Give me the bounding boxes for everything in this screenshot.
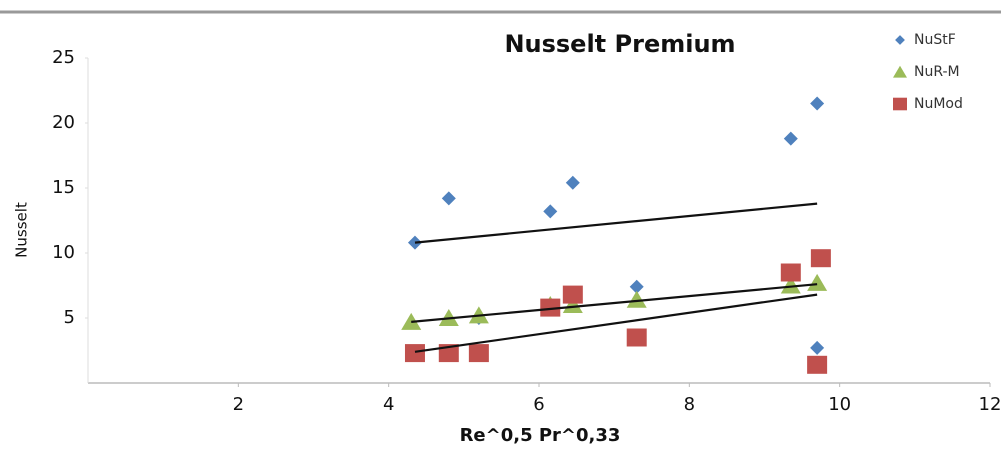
legend-marker	[893, 66, 907, 78]
point	[810, 341, 824, 355]
x-tick-label: 8	[684, 394, 695, 415]
point	[784, 132, 798, 146]
y-tick-label: 5	[64, 307, 75, 328]
y-tick-label: 10	[52, 242, 75, 263]
point	[811, 249, 831, 267]
point	[469, 344, 489, 362]
point	[442, 191, 456, 205]
y-tick-label: 15	[52, 177, 75, 198]
legend-label: NuStF	[914, 32, 956, 48]
point	[405, 344, 425, 362]
x-tick-label: 6	[533, 394, 544, 415]
x-tick-label: 10	[828, 394, 851, 415]
x-tick-label: 4	[383, 394, 394, 415]
point	[627, 329, 647, 347]
chart: Nusselt Premium Re^0,5 Pr^0,33 Nusselt 5…	[0, 0, 1001, 450]
legend-label: NuMod	[914, 96, 963, 112]
point	[807, 274, 827, 291]
x-tick-label: 2	[233, 394, 244, 415]
point	[810, 97, 824, 111]
point	[543, 204, 557, 218]
trendline	[415, 204, 817, 243]
x-tick-label: 12	[979, 394, 1001, 415]
legend-label: NuR-M	[914, 64, 960, 80]
point	[807, 356, 827, 374]
legend-marker	[893, 98, 907, 111]
point	[566, 176, 580, 190]
y-axis-label: Nusselt	[13, 202, 31, 258]
y-tick-label: 25	[52, 47, 75, 68]
point	[781, 264, 801, 282]
x-axis-label: Re^0,5 Pr^0,33	[460, 425, 621, 446]
chart-title: Nusselt Premium	[504, 30, 735, 58]
point	[563, 286, 583, 304]
y-tick-label: 20	[52, 112, 75, 133]
legend-marker	[895, 35, 905, 45]
